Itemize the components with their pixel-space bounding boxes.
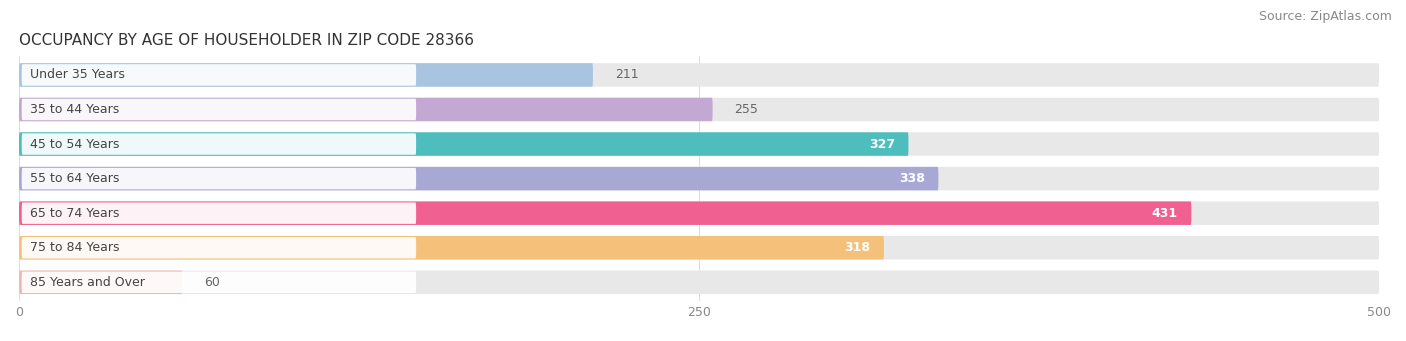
FancyBboxPatch shape: [20, 63, 593, 87]
Text: 85 Years and Over: 85 Years and Over: [30, 276, 145, 289]
FancyBboxPatch shape: [20, 132, 1379, 156]
Text: Source: ZipAtlas.com: Source: ZipAtlas.com: [1258, 10, 1392, 23]
Text: 318: 318: [845, 241, 870, 254]
Text: 255: 255: [734, 103, 758, 116]
FancyBboxPatch shape: [20, 98, 1379, 121]
FancyBboxPatch shape: [20, 167, 1379, 190]
FancyBboxPatch shape: [20, 236, 884, 260]
FancyBboxPatch shape: [20, 167, 938, 190]
Text: 45 to 54 Years: 45 to 54 Years: [30, 137, 120, 151]
FancyBboxPatch shape: [21, 168, 416, 189]
Text: 338: 338: [898, 172, 925, 185]
Text: 60: 60: [204, 276, 219, 289]
FancyBboxPatch shape: [21, 99, 416, 120]
Text: 65 to 74 Years: 65 to 74 Years: [30, 207, 120, 220]
FancyBboxPatch shape: [20, 202, 1379, 225]
Text: 55 to 64 Years: 55 to 64 Years: [30, 172, 120, 185]
Text: 211: 211: [614, 69, 638, 81]
FancyBboxPatch shape: [20, 236, 1379, 260]
FancyBboxPatch shape: [20, 132, 908, 156]
FancyBboxPatch shape: [20, 270, 1379, 294]
FancyBboxPatch shape: [20, 98, 713, 121]
FancyBboxPatch shape: [21, 133, 416, 155]
FancyBboxPatch shape: [20, 202, 1191, 225]
FancyBboxPatch shape: [21, 203, 416, 224]
Text: 75 to 84 Years: 75 to 84 Years: [30, 241, 120, 254]
Text: 431: 431: [1152, 207, 1178, 220]
FancyBboxPatch shape: [21, 237, 416, 258]
Text: OCCUPANCY BY AGE OF HOUSEHOLDER IN ZIP CODE 28366: OCCUPANCY BY AGE OF HOUSEHOLDER IN ZIP C…: [20, 33, 474, 48]
FancyBboxPatch shape: [20, 270, 183, 294]
FancyBboxPatch shape: [21, 64, 416, 86]
Text: Under 35 Years: Under 35 Years: [30, 69, 125, 81]
FancyBboxPatch shape: [20, 63, 1379, 87]
Text: 35 to 44 Years: 35 to 44 Years: [30, 103, 120, 116]
Text: 327: 327: [869, 137, 894, 151]
FancyBboxPatch shape: [21, 271, 416, 293]
